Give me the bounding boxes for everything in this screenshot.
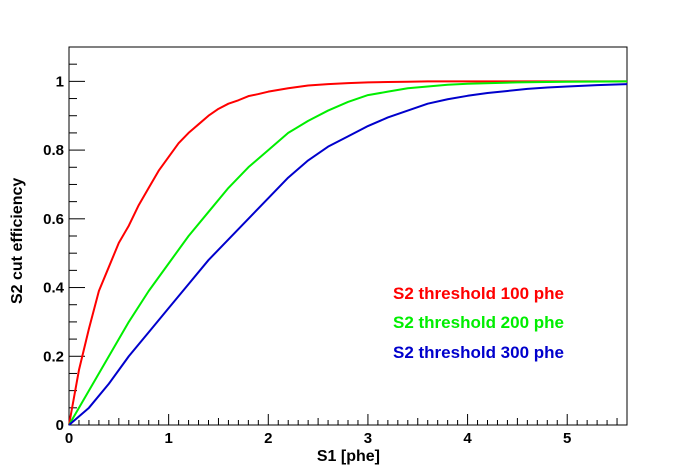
- y-axis-title: S2 cut efficiency: [9, 178, 26, 304]
- y-tick-label: 0: [56, 417, 64, 434]
- y-tick-label: 0.2: [43, 348, 64, 365]
- legend-entry-2: S2 threshold 200 phe: [393, 313, 564, 332]
- x-tick-label: 0: [65, 430, 73, 447]
- legend-entry-3: S2 threshold 300 phe: [393, 343, 564, 362]
- series-line-1: [68, 80, 627, 426]
- y-tick-label: 1: [56, 73, 64, 90]
- x-axis-tick-labels: 0 1 2 3 4 5: [65, 430, 572, 447]
- legend-entry-1: S2 threshold 100 phe: [393, 284, 564, 303]
- y-axis-ticks: [69, 46, 85, 426]
- x-tick-label: 2: [264, 430, 272, 447]
- series-lines: [68, 80, 628, 426]
- x-axis-ticks: [68, 414, 628, 425]
- x-tick-label: 3: [364, 430, 372, 447]
- y-tick-label: 0.8: [43, 142, 64, 159]
- y-tick-label: 0.4: [43, 280, 65, 297]
- y-tick-label: 0.6: [43, 211, 64, 228]
- x-tick-label: 4: [463, 430, 472, 447]
- legend: S2 threshold 100 phe S2 threshold 200 phe…: [393, 284, 564, 362]
- series-line-2: [68, 80, 628, 426]
- y-axis-tick-labels: 0 0.2 0.4 0.6 0.8 1: [43, 73, 65, 434]
- plot-frame: [68, 46, 628, 426]
- x-tick-label: 1: [164, 430, 172, 447]
- x-tick-label: 5: [563, 430, 571, 447]
- series-line-3: [68, 83, 628, 426]
- x-axis-title: S1 [phe]: [317, 448, 380, 465]
